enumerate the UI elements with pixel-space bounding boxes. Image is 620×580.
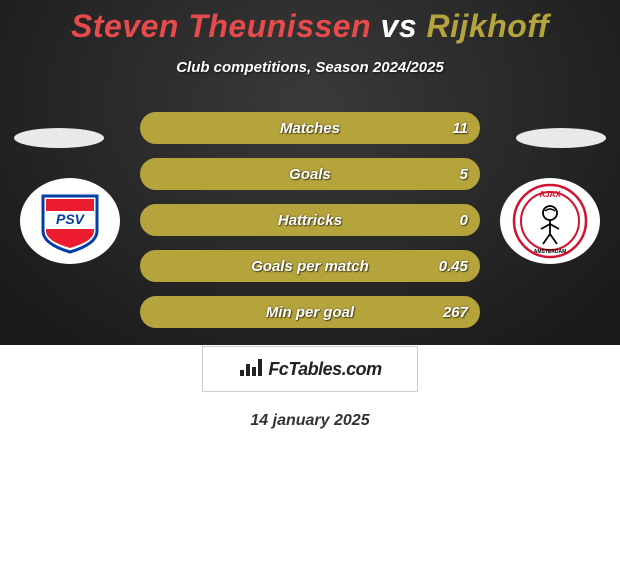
stat-value-right: 11: [452, 120, 468, 137]
player1-name: Steven Theunissen: [71, 8, 371, 44]
psv-logo-icon: PSV: [35, 186, 105, 256]
club-badge-right: AJAX AMSTERDAM: [500, 178, 600, 264]
stats-list: Matches 11 Goals 5 Hattricks 0 Goals per match…: [140, 112, 480, 328]
svg-text:PSV: PSV: [56, 211, 86, 227]
svg-text:AMSTERDAM: AMSTERDAM: [534, 249, 567, 255]
stat-value-right: 267: [443, 304, 468, 321]
ajax-logo-icon: AJAX AMSTERDAM: [511, 182, 589, 260]
stat-value-right: 0.45: [439, 258, 468, 275]
stat-row: Hattricks 0: [140, 204, 480, 236]
stat-label: Matches: [280, 120, 340, 137]
stat-value-right: 0: [460, 212, 468, 229]
stat-label: Hattricks: [278, 212, 342, 229]
stat-row: Goals 5: [140, 158, 480, 190]
stat-row: Matches 11: [140, 112, 480, 144]
stat-row: Goals per match 0.45: [140, 250, 480, 282]
stat-value-right: 5: [460, 166, 468, 183]
comparison-card: Steven Theunissen vs Rijkhoff Club compe…: [0, 0, 620, 580]
svg-text:AJAX: AJAX: [539, 190, 561, 199]
fctables-bars-icon: [238, 356, 266, 383]
player2-name: Rijkhoff: [427, 8, 550, 44]
stat-label: Goals: [289, 166, 331, 183]
stat-label: Goals per match: [251, 258, 369, 275]
stat-row: Min per goal 267: [140, 296, 480, 328]
club-badge-left: PSV: [20, 178, 120, 264]
page-title: Steven Theunissen vs Rijkhoff: [71, 8, 549, 45]
subtitle: Club competitions, Season 2024/2025: [176, 59, 444, 76]
player2-placeholder-ellipse: [516, 128, 606, 148]
stat-label: Min per goal: [266, 304, 354, 321]
date-label: 14 january 2025: [250, 412, 369, 430]
brand-text: FcTables.com: [268, 359, 381, 380]
vs-label: vs: [381, 8, 418, 44]
player1-placeholder-ellipse: [14, 128, 104, 148]
brand-box[interactable]: FcTables.com: [202, 346, 418, 392]
